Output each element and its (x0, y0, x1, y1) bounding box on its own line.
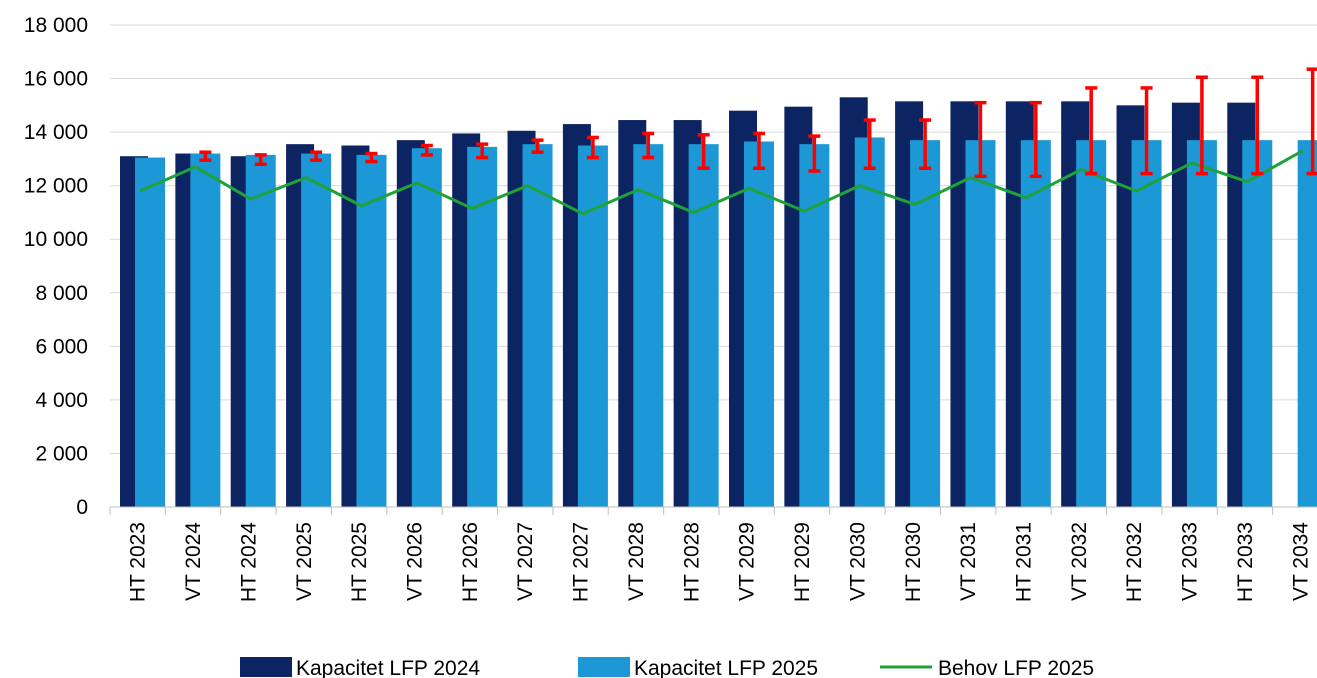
need-line (139, 149, 1304, 216)
bar-kapacitet-2025 (744, 141, 774, 507)
y-tick-label: 6 000 (35, 335, 88, 358)
legend-swatch (578, 657, 630, 677)
x-tick-label: HT 2029 (791, 522, 814, 602)
bar-kapacitet-2025 (1242, 140, 1273, 507)
error-bar (697, 133, 710, 171)
error-bar (808, 134, 821, 173)
error-bar (199, 150, 212, 162)
x-tick-label: VT 2028 (625, 522, 648, 601)
error-bar (1029, 100, 1042, 179)
y-tick-label: 0 (76, 496, 88, 519)
x-tick-label: VT 2029 (736, 522, 759, 601)
bar-kapacitet-2025 (633, 144, 664, 507)
bar-kapacitet-2025 (190, 153, 221, 508)
error-bar (919, 118, 932, 171)
x-tick-label: HT 2032 (1123, 522, 1146, 602)
x-axis-tick-labels: HT 2023 VT 2024 HT 2024 VT 2025 HT 2025 VT 20… (127, 522, 1313, 602)
x-tick-label: VT 2033 (1179, 522, 1202, 601)
legend-label: Kapacitet LFP 2025 (634, 657, 818, 678)
y-tick-label: 4 000 (35, 389, 88, 412)
bar-kapacitet-2025 (854, 137, 885, 507)
x-tick-label: VT 2034 (1289, 522, 1312, 601)
error-bar (531, 138, 544, 154)
bar-kapacitet-2025 (1076, 140, 1107, 507)
x-tick-label: VT 2032 (1068, 522, 1091, 601)
error-bar (476, 142, 489, 160)
error-bar (863, 118, 876, 171)
y-tick-label: 2 000 (35, 442, 88, 465)
x-tick-label: VT 2027 (514, 522, 537, 601)
y-tick-label: 16 000 (24, 68, 88, 91)
bar-kapacitet-2025 (1297, 140, 1317, 507)
error-bar (974, 100, 987, 179)
error-bar (254, 153, 267, 166)
legend-item-kapacitet-2024: Kapacitet LFP 2024 (240, 657, 480, 678)
bar-kapacitet-2025 (688, 144, 719, 507)
bar-kapacitet-2025 (135, 157, 165, 508)
y-tick-label: 12 000 (24, 175, 88, 198)
bar-kapacitet-2025 (522, 144, 553, 507)
legend-swatch (240, 657, 292, 677)
bars (120, 97, 1317, 508)
legend: Kapacitet LFP 2024 Kapacitet LFP 2025 Beho… (240, 657, 1094, 678)
bar-kapacitet-2025 (1131, 140, 1162, 507)
bar-kapacitet-2025 (910, 140, 941, 507)
error-bar (642, 131, 655, 160)
bar-kapacitet-2025 (965, 140, 996, 507)
x-tick-label: VT 2024 (182, 522, 205, 601)
bar-kapacitet-2025 (799, 144, 830, 507)
x-tick-label: VT 2030 (846, 522, 869, 601)
x-tick-label: HT 2033 (1234, 522, 1257, 602)
error-bar (753, 131, 765, 171)
x-tick-label: VT 2026 (404, 522, 427, 601)
x-tick-label: HT 2027 (570, 522, 593, 602)
bar-kapacitet-2025 (301, 153, 332, 508)
error-bar (1251, 75, 1264, 176)
x-tick-label: HT 2028 (680, 522, 703, 602)
error-bars (199, 67, 1317, 179)
x-tick-label: HT 2031 (1013, 522, 1036, 602)
legend-item-behov-2025: Behov LFP 2025 (880, 657, 1094, 678)
x-tick-label: HT 2025 (348, 522, 371, 602)
y-tick-label: 18 000 (24, 14, 88, 37)
line-behov-2025 (139, 149, 1304, 216)
legend-label: Kapacitet LFP 2024 (296, 657, 480, 678)
bar-kapacitet-2025 (356, 154, 387, 507)
error-bar (1140, 86, 1153, 176)
error-bar (310, 150, 323, 162)
y-axis-tick-labels: 0 2 000 4 000 6 000 8 000 10 000 12 000 14 000 1… (24, 14, 88, 519)
x-tick-label: VT 2025 (293, 522, 316, 601)
y-tick-label: 10 000 (24, 228, 88, 251)
error-bar (586, 135, 599, 160)
x-axis (109, 506, 1317, 515)
error-bar (1085, 86, 1098, 176)
bar-kapacitet-2025 (411, 148, 442, 507)
bar-kapacitet-2025 (1020, 140, 1051, 507)
x-tick-label: HT 2024 (237, 522, 260, 602)
error-bar (1195, 75, 1208, 176)
legend-label: Behov LFP 2025 (938, 657, 1094, 678)
y-tick-label: 14 000 (24, 121, 88, 144)
bar-kapacitet-2025 (245, 154, 276, 507)
x-tick-label: HT 2026 (459, 522, 482, 602)
x-tick-label: HT 2030 (902, 522, 925, 602)
error-bar (420, 143, 433, 157)
x-tick-label: HT 2023 (127, 522, 150, 602)
x-tick-label: VT 2031 (957, 522, 980, 601)
bar-kapacitet-2025 (577, 145, 608, 507)
y-tick-label: 8 000 (35, 282, 88, 305)
bar-kapacitet-2025 (1186, 140, 1217, 507)
error-bar (365, 151, 378, 164)
legend-item-kapacitet-2025: Kapacitet LFP 2025 (578, 657, 818, 678)
